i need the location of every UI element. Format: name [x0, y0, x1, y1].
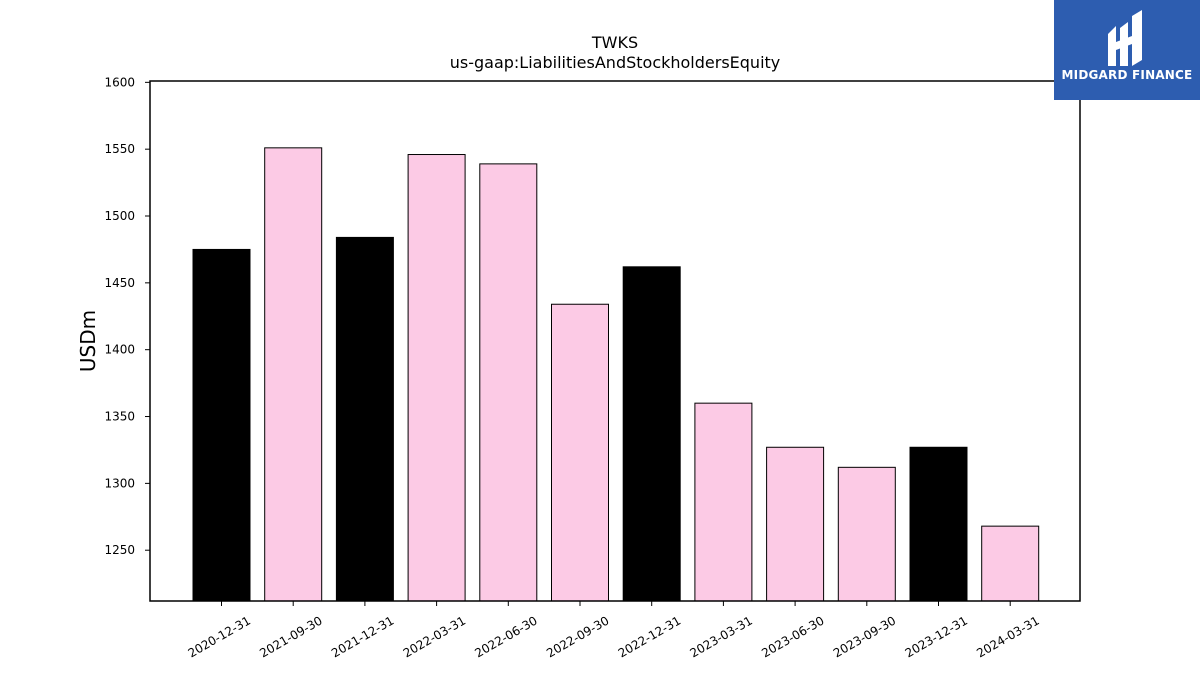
y-tick-label: 1550: [104, 142, 135, 156]
y-tick-label: 1400: [104, 343, 135, 357]
y-tick-label: 1250: [104, 543, 135, 557]
y-tick-label: 1450: [104, 276, 135, 290]
logo-text: MIDGARD FINANCE: [1061, 68, 1193, 82]
x-tick-label: 2023-12-31: [903, 613, 970, 660]
bar-2022-09-30: [551, 303, 609, 602]
x-tick-label: 2021-09-30: [257, 613, 324, 660]
x-tick-label: 2022-12-31: [616, 613, 683, 660]
x-tick-label: 2022-09-30: [544, 613, 611, 660]
bar-2024-03-31: [981, 525, 1040, 602]
y-tick-label: 1500: [104, 209, 135, 223]
logo-mark-icon: [1108, 10, 1142, 66]
bar-2022-06-30: [479, 163, 538, 602]
bar-2021-09-30: [264, 147, 323, 602]
y-tick-label: 1600: [104, 75, 135, 89]
x-tick-label: 2023-03-31: [687, 613, 754, 660]
x-tick-label: 2020-12-31: [186, 613, 253, 660]
midgard-finance-logo: MIDGARD FINANCE: [1054, 0, 1200, 100]
bars: [192, 147, 1040, 602]
bar-2020-12-31: [192, 248, 251, 602]
x-tick-label: 2024-03-31: [974, 613, 1041, 660]
x-tick-label: 2023-09-30: [831, 613, 898, 660]
bar-2022-03-31: [407, 154, 466, 602]
x-axis-ticks: 2020-12-31 2021-09-30 2021-12-31 2022-03-31…: [186, 601, 1042, 660]
bar-2022-12-31: [622, 266, 681, 602]
x-tick-label: 2023-06-30: [759, 613, 826, 660]
plot-frame: [149, 80, 1081, 602]
chart-subtitle: us-gaap:LiabilitiesAndStockholdersEquity: [450, 53, 781, 72]
bar-2023-12-31: [909, 446, 968, 602]
chart-title: TWKS: [591, 33, 638, 52]
y-tick-label: 1350: [104, 410, 135, 424]
x-tick-label: 2022-03-31: [401, 613, 468, 660]
y-axis-label: USDm: [76, 310, 100, 372]
bar-2021-12-31: [335, 236, 394, 602]
y-tick-label: 1300: [104, 476, 135, 490]
x-tick-label: 2021-12-31: [329, 613, 396, 660]
y-axis-ticks: 1250 1300 1350 1400 1450 1500 1550 1600: [104, 75, 150, 557]
bar-2023-09-30: [837, 466, 896, 602]
x-tick-label: 2022-06-30: [472, 613, 539, 660]
bar-2023-06-30: [766, 446, 825, 602]
bar-2023-03-31: [694, 402, 753, 602]
